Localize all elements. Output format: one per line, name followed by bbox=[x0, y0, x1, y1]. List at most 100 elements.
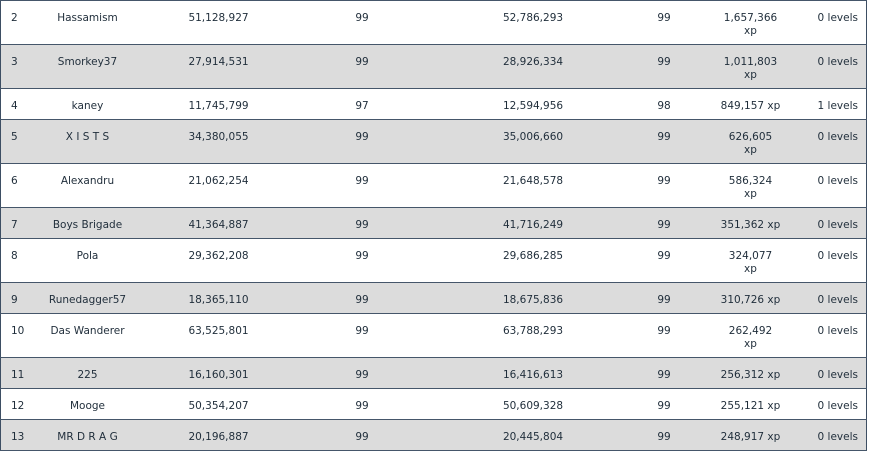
xp-gain-cell: 262,492 xp bbox=[691, 313, 810, 358]
player-name-text: X I S T S bbox=[65, 131, 110, 143]
start-xp-text: 21,062,254 bbox=[188, 175, 249, 187]
start-xp-text: 63,525,801 bbox=[188, 325, 249, 337]
end-level-text: 99 bbox=[657, 175, 671, 187]
level-gain-cell: 0 levels bbox=[809, 44, 867, 89]
end-xp-cell: 63,788,293 bbox=[429, 313, 637, 358]
rank-text: 9 bbox=[11, 294, 18, 306]
xp-gain-value: 262,492 xp bbox=[728, 325, 773, 350]
start-level-cell: 99 bbox=[294, 388, 430, 420]
end-level-cell: 99 bbox=[636, 207, 692, 239]
start-xp-cell: 21,062,254 bbox=[142, 163, 295, 208]
start-level-text: 99 bbox=[355, 250, 369, 262]
xp-gain-text: 626,605 xp bbox=[692, 120, 810, 157]
xp-gain-text: 310,726 xp bbox=[692, 283, 810, 307]
rank-cell: 9 bbox=[0, 282, 33, 314]
start-xp-cell: 11,745,799 bbox=[142, 88, 295, 120]
start-level-text: 99 bbox=[355, 56, 369, 68]
start-xp-cell: 16,160,301 bbox=[142, 357, 295, 389]
start-level-cell: 99 bbox=[294, 207, 430, 239]
end-level-text: 99 bbox=[657, 12, 671, 24]
level-gain-text: 0 levels bbox=[817, 219, 858, 231]
start-level-text: 99 bbox=[355, 400, 369, 412]
start-level-text: 99 bbox=[355, 325, 369, 337]
table-row: 5 X I S T S 34,380,055 99 35,006,660 99 626,60… bbox=[0, 119, 867, 164]
player-name-cell: Mooge bbox=[32, 388, 143, 420]
player-name-cell: Das Wanderer bbox=[32, 313, 143, 358]
start-xp-text: 20,196,887 bbox=[188, 431, 249, 443]
rank-cell: 10 bbox=[0, 313, 33, 358]
start-level-text: 99 bbox=[355, 12, 369, 24]
end-xp-cell: 50,609,328 bbox=[429, 388, 637, 420]
player-name-text: Alexandru bbox=[60, 175, 115, 187]
level-gain-cell: 0 levels bbox=[809, 163, 867, 208]
start-xp-text: 51,128,927 bbox=[188, 12, 249, 24]
start-xp-text: 50,354,207 bbox=[188, 400, 249, 412]
rank-cell: 6 bbox=[0, 163, 33, 208]
end-xp-text: 41,716,249 bbox=[502, 219, 564, 231]
end-xp-cell: 28,926,334 bbox=[429, 44, 637, 89]
player-name-cell: Hassamism bbox=[32, 0, 143, 45]
level-gain-text: 0 levels bbox=[817, 56, 858, 68]
level-gain-cell: 0 levels bbox=[809, 282, 867, 314]
end-xp-text: 63,788,293 bbox=[502, 325, 564, 337]
end-xp-cell: 29,686,285 bbox=[429, 238, 637, 283]
level-gain-text: 0 levels bbox=[817, 12, 858, 24]
player-name-text: Boys Brigade bbox=[52, 219, 123, 231]
xp-gain-value: 586,324 xp bbox=[728, 175, 773, 200]
player-name-cell: Alexandru bbox=[32, 163, 143, 208]
rank-cell: 7 bbox=[0, 207, 33, 239]
start-level-text: 99 bbox=[355, 294, 369, 306]
player-name-text: Runedagger57 bbox=[48, 294, 127, 306]
level-gain-cell: 0 levels bbox=[809, 119, 867, 164]
end-xp-text: 21,648,578 bbox=[502, 175, 564, 187]
rank-text: 10 bbox=[11, 325, 25, 337]
end-level-text: 99 bbox=[657, 294, 671, 306]
end-level-text: 99 bbox=[657, 131, 671, 143]
xp-gain-value: 1,657,366 xp bbox=[723, 12, 778, 37]
end-level-cell: 99 bbox=[636, 119, 692, 164]
end-level-text: 99 bbox=[657, 56, 671, 68]
start-level-cell: 99 bbox=[294, 238, 430, 283]
level-gain-cell: 0 levels bbox=[809, 419, 867, 451]
level-gain-cell: 0 levels bbox=[809, 357, 867, 389]
player-name-text: Das Wanderer bbox=[50, 325, 125, 337]
end-level-text: 99 bbox=[657, 219, 671, 231]
xp-gain-cell: 255,121 xp bbox=[691, 388, 810, 420]
player-name-cell: MR D R A G bbox=[32, 419, 143, 451]
end-level-cell: 99 bbox=[636, 0, 692, 45]
start-xp-cell: 27,914,531 bbox=[142, 44, 295, 89]
end-xp-text: 52,786,293 bbox=[502, 12, 564, 24]
table-row: 8 Pola 29,362,208 99 29,686,285 99 324,077 xp 0… bbox=[0, 238, 867, 283]
end-xp-text: 12,594,956 bbox=[502, 100, 564, 112]
rank-cell: 3 bbox=[0, 44, 33, 89]
end-xp-text: 35,006,660 bbox=[502, 131, 564, 143]
end-xp-cell: 12,594,956 bbox=[429, 88, 637, 120]
table-row: 3 Smorkey37 27,914,531 99 28,926,334 99 1,011,… bbox=[0, 44, 867, 89]
end-level-text: 99 bbox=[657, 369, 671, 381]
end-xp-cell: 20,445,804 bbox=[429, 419, 637, 451]
xp-gain-value: 256,312 xp bbox=[720, 369, 781, 381]
xp-gain-value: 1,011,803 xp bbox=[723, 56, 778, 81]
rank-text: 2 bbox=[11, 12, 18, 24]
end-level-cell: 99 bbox=[636, 419, 692, 451]
end-xp-text: 29,686,285 bbox=[502, 250, 564, 262]
start-xp-cell: 51,128,927 bbox=[142, 0, 295, 45]
xp-gain-cell: 1,657,366 xp bbox=[691, 0, 810, 45]
level-gain-cell: 1 levels bbox=[809, 88, 867, 120]
end-xp-text: 20,445,804 bbox=[502, 431, 564, 443]
rank-text: 6 bbox=[11, 175, 18, 187]
xp-gain-cell: 1,011,803 xp bbox=[691, 44, 810, 89]
start-xp-text: 27,914,531 bbox=[188, 56, 249, 68]
player-name-cell: Pola bbox=[32, 238, 143, 283]
end-xp-text: 18,675,836 bbox=[502, 294, 564, 306]
start-xp-cell: 29,362,208 bbox=[142, 238, 295, 283]
player-name-text: Pola bbox=[76, 250, 99, 262]
end-xp-cell: 18,675,836 bbox=[429, 282, 637, 314]
xp-gain-text: 256,312 xp bbox=[692, 358, 810, 382]
xp-gain-cell: 256,312 xp bbox=[691, 357, 810, 389]
rank-text: 12 bbox=[11, 400, 25, 412]
start-level-cell: 99 bbox=[294, 282, 430, 314]
player-name-text: Mooge bbox=[69, 400, 106, 412]
end-xp-cell: 52,786,293 bbox=[429, 0, 637, 45]
